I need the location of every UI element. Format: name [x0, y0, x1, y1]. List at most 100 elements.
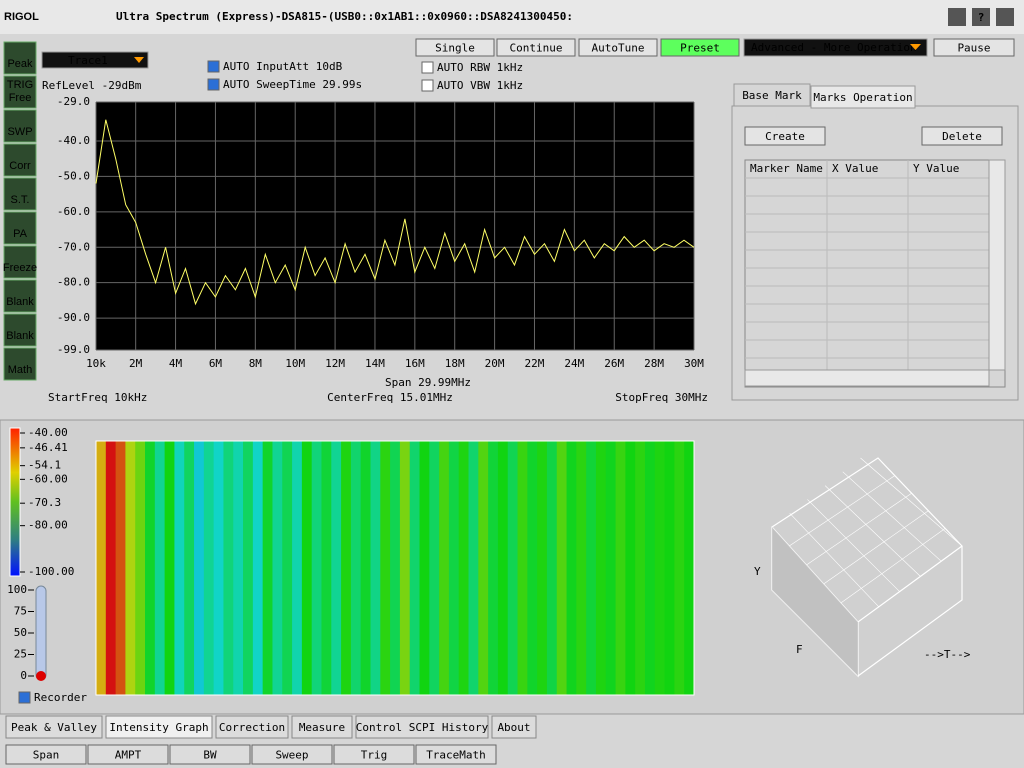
- sidebar-button[interactable]: [3, 41, 37, 75]
- waterfall-stripe: [164, 441, 175, 695]
- checkbox[interactable]: [207, 60, 220, 73]
- waterfall-stripe: [605, 441, 617, 695]
- checkbox-label: AUTO SweepTime 29.99s: [223, 78, 362, 91]
- mode-select[interactable]: [743, 38, 928, 57]
- function-button[interactable]: [415, 744, 497, 765]
- checkbox[interactable]: [18, 691, 31, 704]
- waterfall-stripe: [311, 441, 322, 695]
- function-button[interactable]: [333, 744, 415, 765]
- slider-knob[interactable]: [36, 671, 46, 681]
- waterfall-stripe: [350, 441, 362, 695]
- sidebar-button[interactable]: [3, 143, 37, 177]
- waterfall-stripe: [341, 441, 352, 695]
- scrollbar[interactable]: [988, 159, 1006, 371]
- waterfall-stripe: [390, 441, 401, 695]
- waterfall-stripe: [546, 441, 558, 695]
- tab-label: About: [497, 721, 530, 734]
- waterfall-stripe: [586, 441, 597, 695]
- sidebar-button[interactable]: [3, 75, 37, 109]
- cube-grid: [823, 510, 929, 585]
- create-button-label: Create: [765, 130, 805, 143]
- waterfall-stripe: [360, 441, 371, 695]
- column-header: X Value: [832, 162, 878, 175]
- sidebar-label: Math: [8, 364, 32, 376]
- chart-annotation: Span 29.99MHz: [385, 376, 471, 389]
- tab-label: Marks Operation: [813, 91, 912, 104]
- axis-3d-label: F: [796, 643, 803, 656]
- sidebar-button[interactable]: [3, 177, 37, 211]
- slider-label: 50: [14, 626, 27, 639]
- checkbox[interactable]: [421, 61, 434, 74]
- function-button-label: TraceMath: [426, 749, 486, 762]
- y-tick-label: -29.0: [57, 95, 90, 108]
- y-tick-label: -99.0: [57, 343, 90, 356]
- tab[interactable]: [291, 715, 353, 739]
- waterfall-stripe: [507, 441, 519, 695]
- sidebar-button[interactable]: [3, 245, 37, 279]
- tab[interactable]: [5, 715, 103, 739]
- x-tick-label: 6M: [209, 357, 223, 370]
- waterfall-stripe: [105, 441, 117, 695]
- cube-grid: [857, 545, 963, 623]
- function-button[interactable]: [87, 744, 169, 765]
- waterfall-stripe: [497, 441, 509, 695]
- y-tick-label: -40.0: [57, 134, 90, 147]
- chart-annotation: StopFreq 30MHz: [615, 391, 708, 404]
- toolbar-button[interactable]: [415, 38, 495, 57]
- sidebar-button[interactable]: [3, 279, 37, 313]
- sidebar-label: Blank: [6, 296, 34, 308]
- waterfall-stripe: [370, 441, 381, 695]
- tab[interactable]: [810, 85, 916, 109]
- slider-track[interactable]: [35, 585, 47, 681]
- x-tick-label: 30M: [684, 357, 704, 370]
- toolbar-button[interactable]: [660, 38, 740, 57]
- slider-label: 25: [14, 648, 27, 661]
- tab[interactable]: [733, 83, 811, 107]
- tab[interactable]: [355, 715, 489, 739]
- pause-button[interactable]: [933, 38, 1015, 57]
- waterfall-stripe: [223, 441, 234, 695]
- y-tick-label: -80.0: [57, 276, 90, 289]
- delete-button[interactable]: [921, 126, 1003, 146]
- trace-select[interactable]: [41, 51, 149, 69]
- help-button[interactable]: [972, 8, 990, 26]
- x-tick-label: 28M: [644, 357, 664, 370]
- sidebar-label: Free: [9, 92, 32, 104]
- ref-level: RefLevel -29dBm: [42, 79, 142, 92]
- cube-face: [772, 527, 858, 676]
- tab[interactable]: [105, 715, 213, 739]
- checkbox[interactable]: [421, 79, 434, 92]
- create-button[interactable]: [744, 126, 826, 146]
- x-tick-label: 4M: [169, 357, 183, 370]
- tab[interactable]: [491, 715, 537, 739]
- minimize-button[interactable]: [948, 8, 966, 26]
- y-tick-label: -50.0: [57, 169, 90, 182]
- waterfall-stripe: [184, 441, 195, 695]
- sidebar-button[interactable]: [3, 109, 37, 143]
- function-button-label: AMPT: [115, 749, 142, 762]
- toolbar-button[interactable]: [496, 38, 576, 57]
- sidebar-button[interactable]: [3, 313, 37, 347]
- x-tick-label: 24M: [564, 357, 584, 370]
- toolbar-button[interactable]: [578, 38, 658, 57]
- function-button[interactable]: [251, 744, 333, 765]
- function-button[interactable]: [5, 744, 87, 765]
- waterfall-stripe: [458, 441, 470, 695]
- sidebar-label: Corr: [9, 160, 31, 172]
- waterfall-stripe: [233, 441, 244, 695]
- function-button[interactable]: [169, 744, 251, 765]
- x-tick-label: 10M: [285, 357, 305, 370]
- tab[interactable]: [215, 715, 289, 739]
- waterfall-stripe: [468, 441, 479, 695]
- logo: RIGOL: [4, 11, 39, 23]
- close-button[interactable]: [996, 8, 1014, 26]
- cube-grid: [842, 471, 942, 562]
- checkbox[interactable]: [207, 78, 220, 91]
- scale-label: -40.00: [28, 426, 68, 439]
- waterfall-stripe: [576, 441, 587, 695]
- scrollbar[interactable]: [744, 369, 990, 387]
- cube-grid: [807, 499, 900, 592]
- sidebar-button[interactable]: [3, 211, 37, 245]
- sidebar-button[interactable]: [3, 347, 37, 381]
